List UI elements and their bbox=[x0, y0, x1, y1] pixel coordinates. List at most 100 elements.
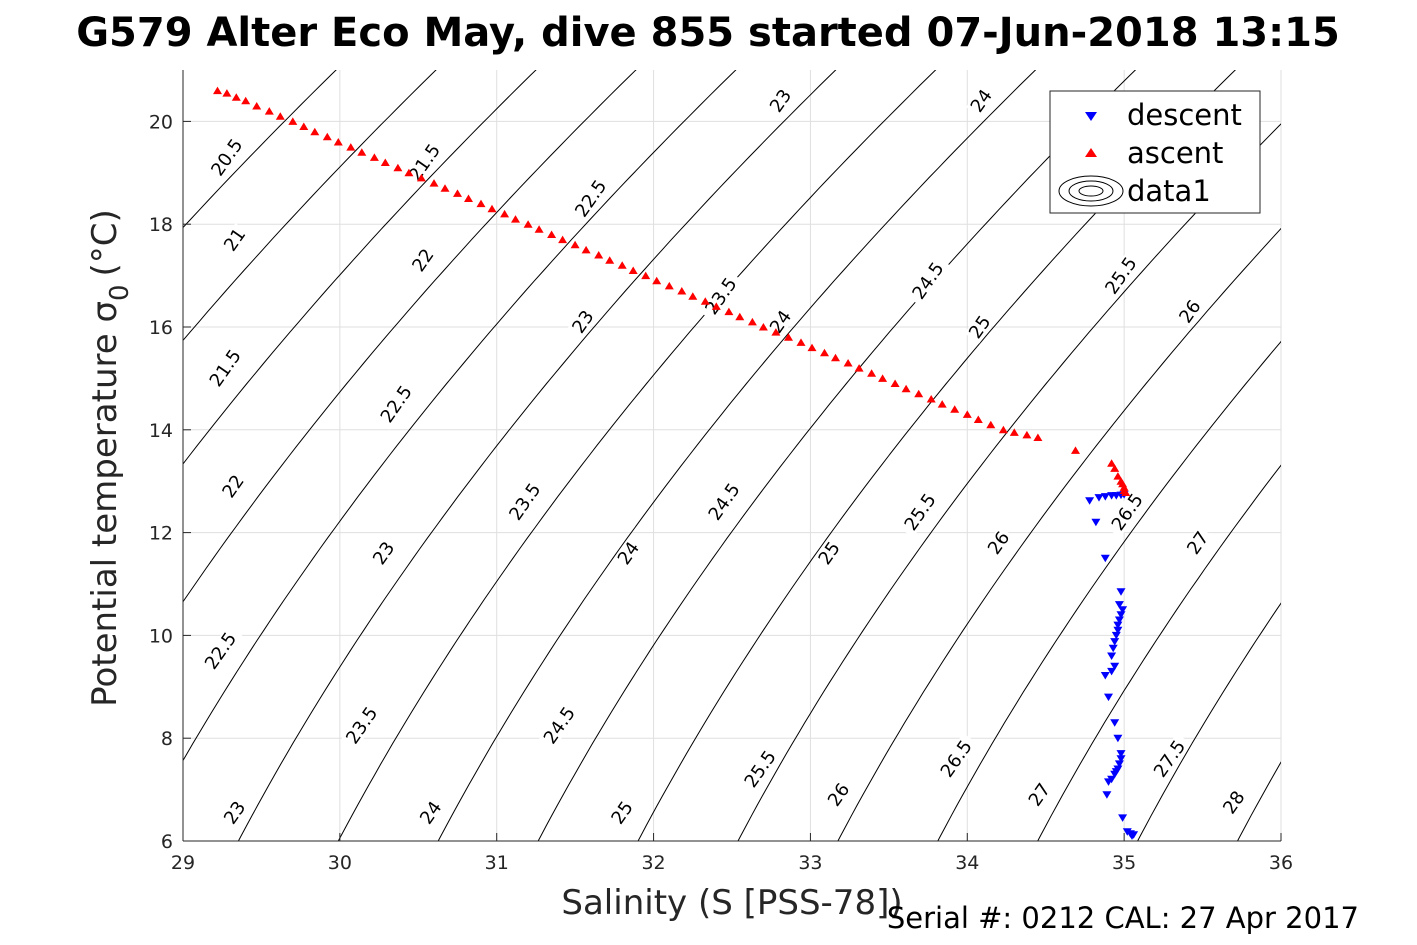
contour-label-halo bbox=[219, 796, 251, 830]
x-tick-labels: 29 30 31 32 33 34 35 36 bbox=[171, 852, 1293, 874]
ascent-point bbox=[758, 323, 768, 331]
contour-label-halo bbox=[898, 486, 942, 538]
contour-label-halo bbox=[813, 536, 845, 570]
ascent-point bbox=[664, 281, 674, 290]
y-axis-label: Potential temperature σ0 (°C) bbox=[85, 209, 135, 707]
ascent-point bbox=[393, 163, 403, 172]
descent-point bbox=[1110, 770, 1120, 779]
descent-point bbox=[1116, 750, 1126, 758]
ascent-point bbox=[346, 143, 356, 151]
ascent-point bbox=[1071, 446, 1080, 454]
ascent-point bbox=[998, 425, 1008, 434]
descent-point bbox=[1127, 832, 1137, 840]
ascent-point bbox=[523, 220, 533, 228]
y-axis-label-unit: (°C) bbox=[85, 209, 125, 276]
y-tick-label: 6 bbox=[161, 831, 173, 853]
y-axis-label-subscript: 0 bbox=[105, 284, 135, 301]
contour-label-halo bbox=[765, 84, 797, 118]
contour-label-halo bbox=[702, 476, 746, 528]
legend-descent-label: descent bbox=[1127, 98, 1242, 132]
chart-title: G579 Alter Eco May, dive 855 started 07-… bbox=[76, 10, 1340, 56]
ascent-point bbox=[617, 261, 627, 269]
ascent-point bbox=[213, 86, 222, 95]
ascent-point bbox=[275, 112, 285, 120]
contour-label-halo bbox=[1099, 249, 1143, 302]
descent-point bbox=[1110, 719, 1120, 727]
descent-point bbox=[1104, 778, 1113, 786]
descent-point bbox=[1111, 631, 1121, 640]
contour-label-halo bbox=[407, 243, 439, 277]
contour-label-halo bbox=[198, 625, 243, 677]
descent-point bbox=[1118, 606, 1128, 614]
ascent-point bbox=[310, 127, 320, 136]
legend: descent ascent data1 bbox=[1049, 90, 1261, 214]
legend-ascent-label: ascent bbox=[1127, 136, 1223, 170]
ascent-point bbox=[1009, 428, 1019, 436]
ascent-point bbox=[453, 189, 462, 197]
isopycnal-26 bbox=[837, 227, 1281, 841]
ascent-point bbox=[429, 179, 439, 187]
ascent-point bbox=[1107, 459, 1117, 467]
contour-label-halo bbox=[503, 476, 547, 528]
x-tick-label: 34 bbox=[955, 852, 979, 874]
y-tick-label: 8 bbox=[161, 728, 173, 750]
ascent-point bbox=[1110, 464, 1120, 472]
contour-label-halo bbox=[1024, 778, 1055, 812]
ascent-point bbox=[901, 384, 911, 393]
ascent-point bbox=[357, 148, 367, 156]
descent-point bbox=[1113, 621, 1123, 630]
contour-label-halo bbox=[606, 796, 638, 830]
ascent-point bbox=[724, 307, 734, 316]
descent-point bbox=[1114, 760, 1124, 768]
contour-label-halo bbox=[537, 699, 582, 751]
x-tick-label: 29 bbox=[171, 852, 195, 874]
contour-label-halo bbox=[1218, 785, 1250, 820]
descent-point bbox=[1114, 601, 1124, 609]
contour-label-halo bbox=[966, 84, 997, 118]
descent-point bbox=[1116, 611, 1126, 619]
contour-label-halo bbox=[1147, 733, 1192, 785]
contour-label-halo bbox=[1182, 526, 1214, 560]
contour-label-halo bbox=[906, 255, 950, 307]
ascent-point bbox=[487, 204, 497, 213]
isopycnal-23 bbox=[237, 70, 837, 841]
isopycnal-24.5 bbox=[537, 70, 1137, 841]
descent-point bbox=[1116, 755, 1126, 763]
descent-point bbox=[1108, 644, 1118, 653]
y-tick-label: 18 bbox=[149, 214, 173, 236]
x-tick-label: 35 bbox=[1112, 852, 1136, 874]
ascent-point bbox=[986, 420, 996, 429]
descent-point bbox=[1085, 497, 1095, 505]
ascent-point bbox=[890, 379, 900, 387]
ascent-point bbox=[843, 359, 853, 367]
contour-label-halo bbox=[368, 536, 400, 570]
descent-point bbox=[1114, 616, 1124, 624]
descent-point bbox=[1102, 791, 1112, 799]
contour-label-halo bbox=[415, 796, 447, 830]
y-tick-label: 12 bbox=[149, 523, 173, 545]
ascent-point bbox=[937, 400, 947, 408]
ascent-point bbox=[333, 138, 343, 146]
isopycnal-22 bbox=[183, 70, 637, 603]
contour-label-halo bbox=[964, 310, 996, 344]
x-tick-label: 30 bbox=[328, 852, 352, 874]
contour-label-halo bbox=[983, 526, 1015, 560]
contour-label-halo bbox=[699, 270, 743, 322]
serial-cal-text: Serial #: 0212 CAL: 27 Apr 2017 bbox=[887, 901, 1359, 935]
ascent-point bbox=[807, 343, 817, 352]
isopycnal-21 bbox=[183, 70, 437, 342]
ascent-point bbox=[784, 333, 793, 341]
contour-label-halo bbox=[203, 342, 248, 394]
isopycnal-26.5 bbox=[937, 340, 1281, 841]
x-tick-label: 33 bbox=[798, 852, 822, 874]
ascent-point bbox=[322, 132, 332, 141]
ascent-point bbox=[652, 276, 662, 285]
descent-point bbox=[1113, 626, 1123, 635]
ascent-point bbox=[735, 312, 745, 321]
contour-label-halo bbox=[613, 536, 644, 570]
descent-point bbox=[1110, 662, 1120, 671]
x-tick-label: 36 bbox=[1269, 852, 1293, 874]
ascent-point bbox=[241, 96, 251, 105]
contour-label-halo bbox=[1105, 486, 1149, 538]
descent-series bbox=[1085, 491, 1139, 840]
